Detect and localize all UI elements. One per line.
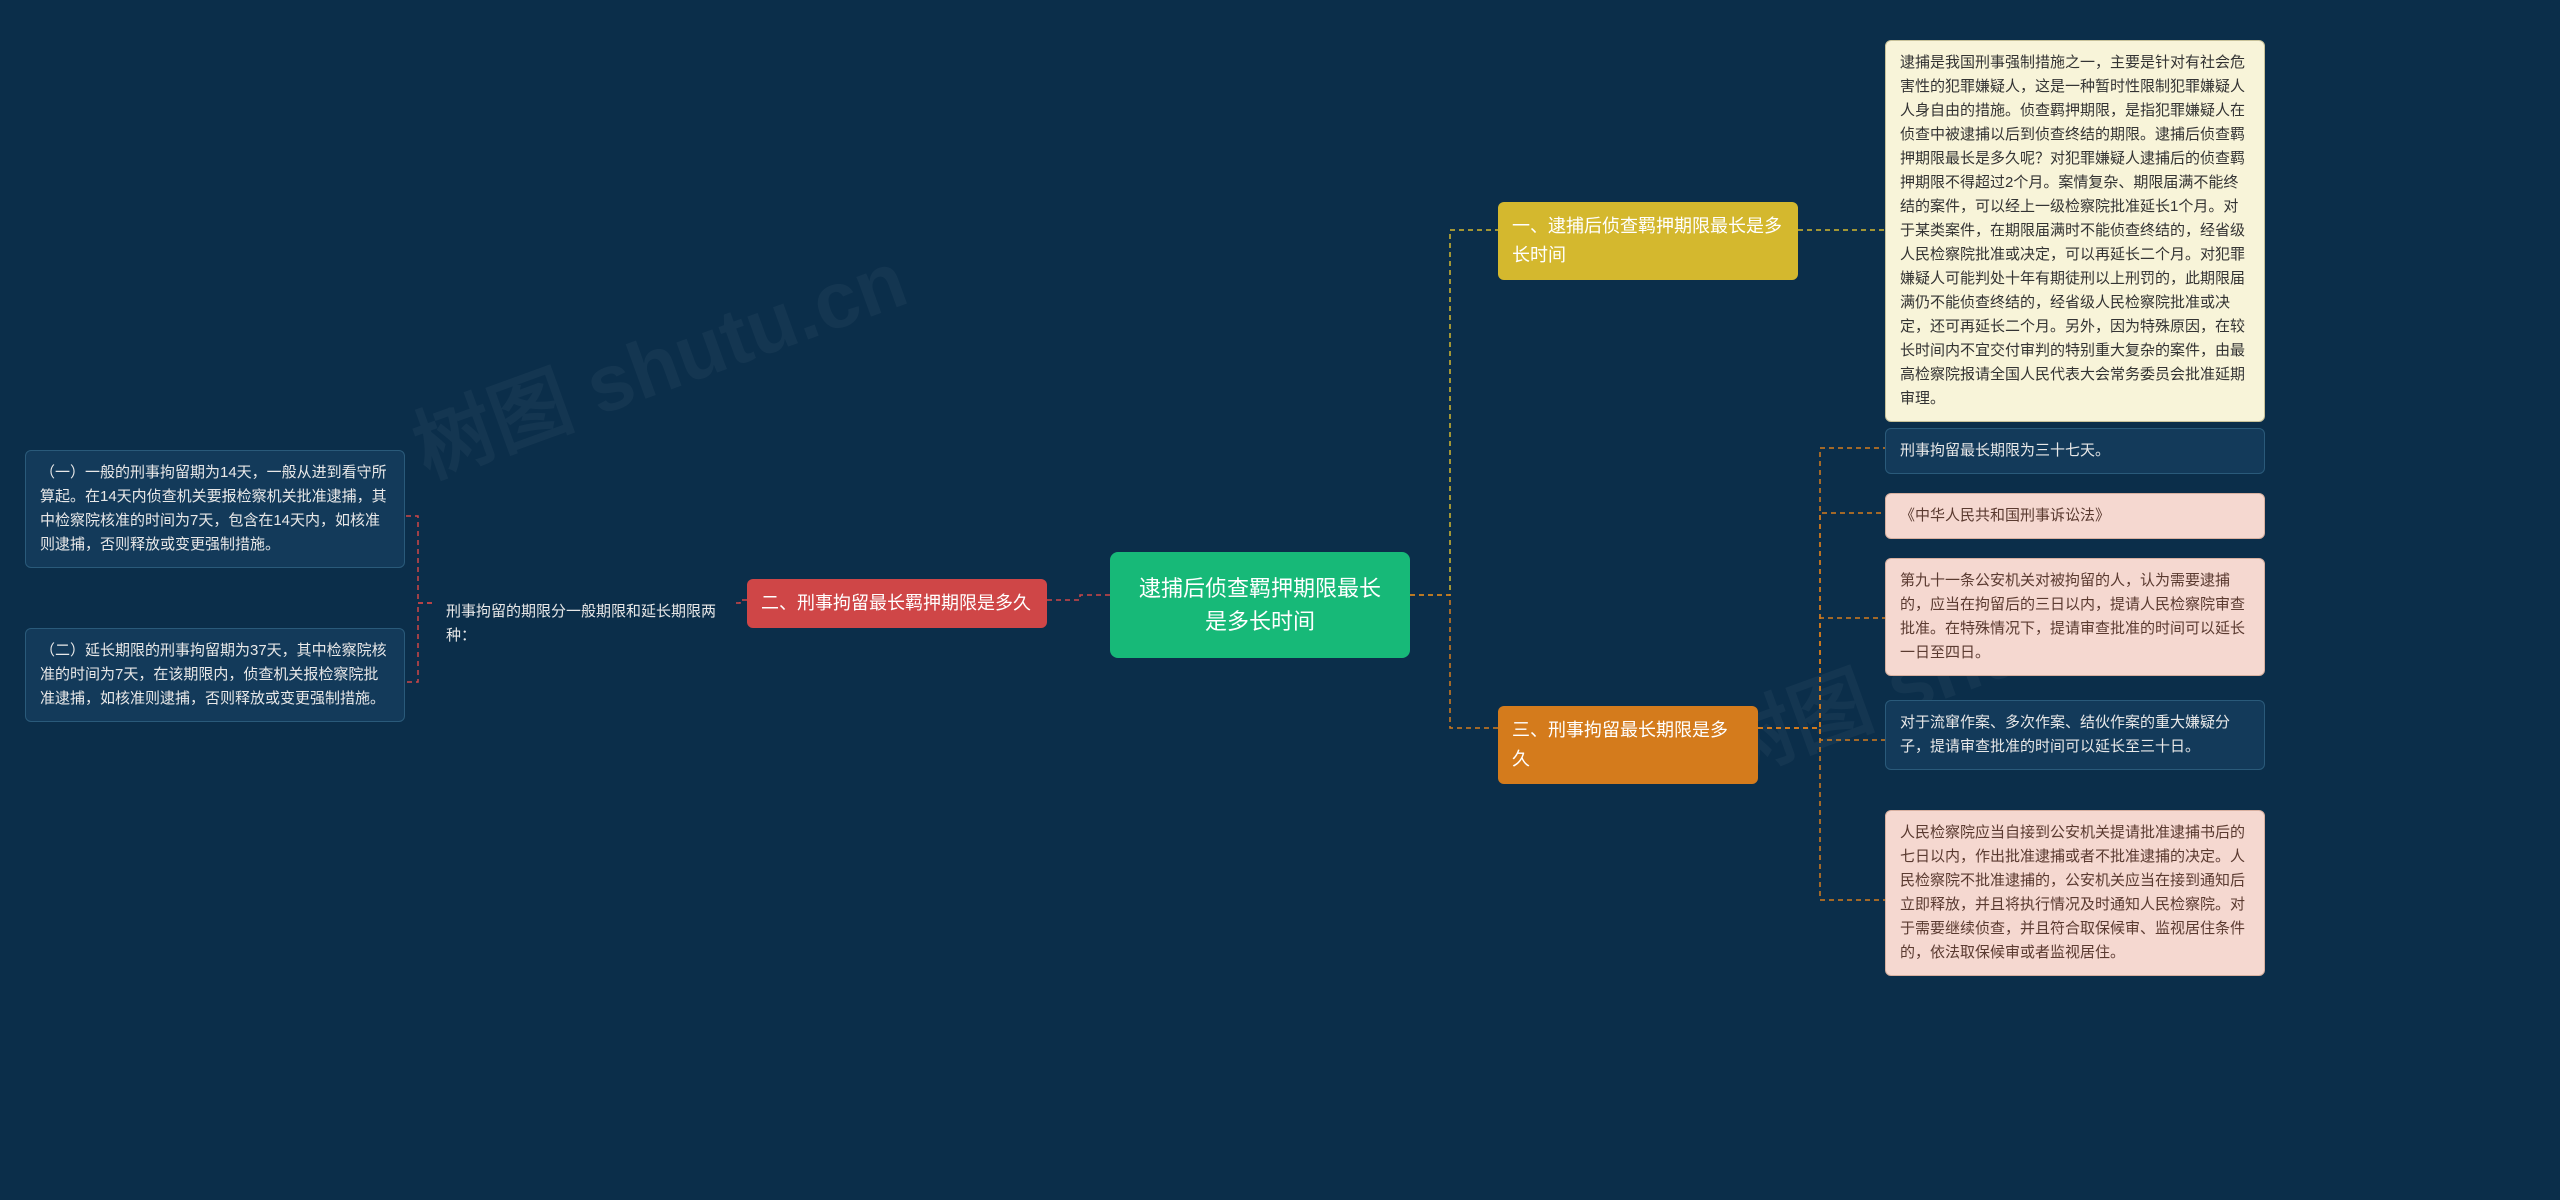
branch-3-leaf-3[interactable]: 对于流窜作案、多次作案、结伙作案的重大嫌疑分子，提请审查批准的时间可以延长至三十… — [1885, 700, 2265, 770]
branch-2-subtitle[interactable]: 刑事拘留的期限分一般期限和延长期限两种： — [432, 590, 732, 658]
branch-1-title[interactable]: 一、逮捕后侦查羁押期限最长是多长时间 — [1498, 202, 1798, 280]
branch-3-leaf-2[interactable]: 第九十一条公安机关对被拘留的人，认为需要逮捕的，应当在拘留后的三日以内，提请人民… — [1885, 558, 2265, 676]
branch-2-sub-leaf-1[interactable]: （二）延长期限的刑事拘留期为37天，其中检察院核准的时间为7天，在该期限内，侦查… — [25, 628, 405, 722]
branch-2-sub-leaf-0[interactable]: （一）一般的刑事拘留期为14天，一般从进到看守所算起。在14天内侦查机关要报检察… — [25, 450, 405, 568]
root-node[interactable]: 逮捕后侦查羁押期限最长是多长时间 — [1110, 552, 1410, 658]
branch-1-leaf-0[interactable]: 逮捕是我国刑事强制措施之一，主要是针对有社会危害性的犯罪嫌疑人，这是一种暂时性限… — [1885, 40, 2265, 422]
branch-2-title[interactable]: 二、刑事拘留最长羁押期限是多久 — [747, 579, 1047, 628]
branch-3-leaf-0[interactable]: 刑事拘留最长期限为三十七天。 — [1885, 428, 2265, 474]
branch-3-leaf-1[interactable]: 《中华人民共和国刑事诉讼法》 — [1885, 493, 2265, 539]
branch-3-leaf-4[interactable]: 人民检察院应当自接到公安机关提请批准逮捕书后的七日以内，作出批准逮捕或者不批准逮… — [1885, 810, 2265, 976]
branch-3-title[interactable]: 三、刑事拘留最长期限是多久 — [1498, 706, 1758, 784]
watermark: 树图 shutu.cn — [396, 215, 920, 500]
